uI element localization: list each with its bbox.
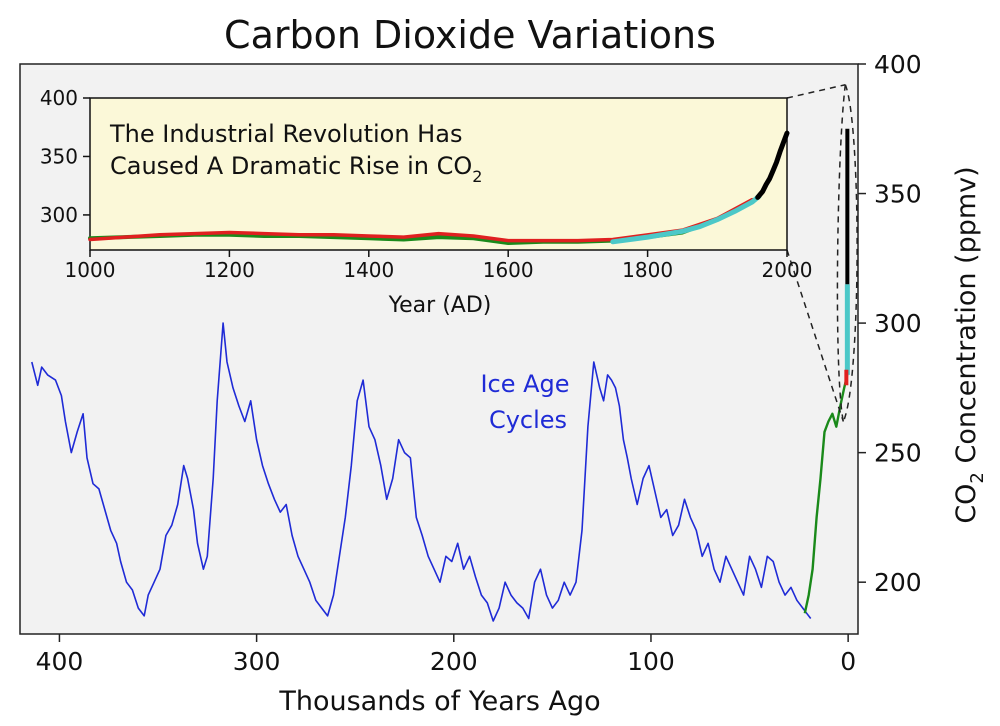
main-x-axis-label: Thousands of Years Ago xyxy=(278,686,600,717)
inset-subtitle: Caused A Dramatic Rise in CO2 xyxy=(110,152,482,186)
inset-title: The Industrial Revolution Has xyxy=(109,120,462,148)
main-x-tick-label: 400 xyxy=(36,647,84,676)
zoom-lines xyxy=(786,83,858,422)
inset-x-tick-label: 1000 xyxy=(65,258,116,282)
main-y-tick-label: 350 xyxy=(874,180,922,209)
chart-title: Carbon Dioxide Variations xyxy=(224,13,716,57)
inset-subtitle-text: Caused A Dramatic Rise in CO xyxy=(110,152,472,180)
main-y-ticks: 200 250 300 350 400 xyxy=(858,50,922,597)
zoom-ellipse-right xyxy=(842,84,858,422)
inset-y-tick-label: 350 xyxy=(40,144,78,168)
inset-x-tick-label: 1200 xyxy=(204,258,255,282)
ice-age-annotation-line2: Cycles xyxy=(489,406,567,434)
inset-x-axis-label: Year (AD) xyxy=(388,293,492,318)
main-x-tick-label: 0 xyxy=(840,647,856,676)
y-axis-label-co: CO xyxy=(951,484,982,524)
inset-x-tick-label: 2000 xyxy=(762,258,813,282)
inset-series-group xyxy=(88,130,790,245)
main-y-tick-label: 300 xyxy=(874,309,922,338)
y-axis-label-rest: Concentration (ppmv) xyxy=(951,166,982,472)
recent-lines xyxy=(844,128,850,386)
main-y-axis-label: CO2 Concentration (ppmv) xyxy=(951,166,988,523)
main-x-tick-label: 100 xyxy=(627,647,675,676)
main-x-tick-label: 200 xyxy=(430,647,478,676)
inset-y-tick-label: 300 xyxy=(40,203,78,227)
law-dome-series-line xyxy=(803,374,849,614)
inset-x-tick-label: 1400 xyxy=(343,258,394,282)
inset-x-ticks: 1000 1200 1400 1600 1800 2000 xyxy=(65,250,813,282)
main-y-tick-label: 400 xyxy=(874,50,922,79)
y-axis-label-sub: 2 xyxy=(967,472,988,483)
main-x-tick-label: 300 xyxy=(233,647,281,676)
inset-y-ticks: 300 350 400 xyxy=(40,86,90,227)
main-y-tick-label: 200 xyxy=(874,568,922,597)
inset-y-tick-label: 400 xyxy=(40,86,78,110)
ice-core-series-line xyxy=(31,322,812,622)
main-y-tick-label: 250 xyxy=(874,439,922,468)
inset-plot-background xyxy=(89,97,788,251)
zoom-ellipse-left xyxy=(836,84,847,422)
main-x-ticks: 400 300 200 100 0 xyxy=(36,634,856,676)
inset-cyan-series-line xyxy=(610,193,762,245)
main-series-group xyxy=(31,322,849,622)
inset-subtitle-sub: 2 xyxy=(472,167,482,186)
zoom-line-top xyxy=(786,83,846,99)
zoom-line-bottom xyxy=(786,249,845,422)
inset-black-series-line xyxy=(755,130,790,200)
inset-x-tick-label: 1600 xyxy=(483,258,534,282)
ice-age-annotation-line1: Ice Age xyxy=(480,370,569,398)
inset-x-tick-label: 1800 xyxy=(622,258,673,282)
